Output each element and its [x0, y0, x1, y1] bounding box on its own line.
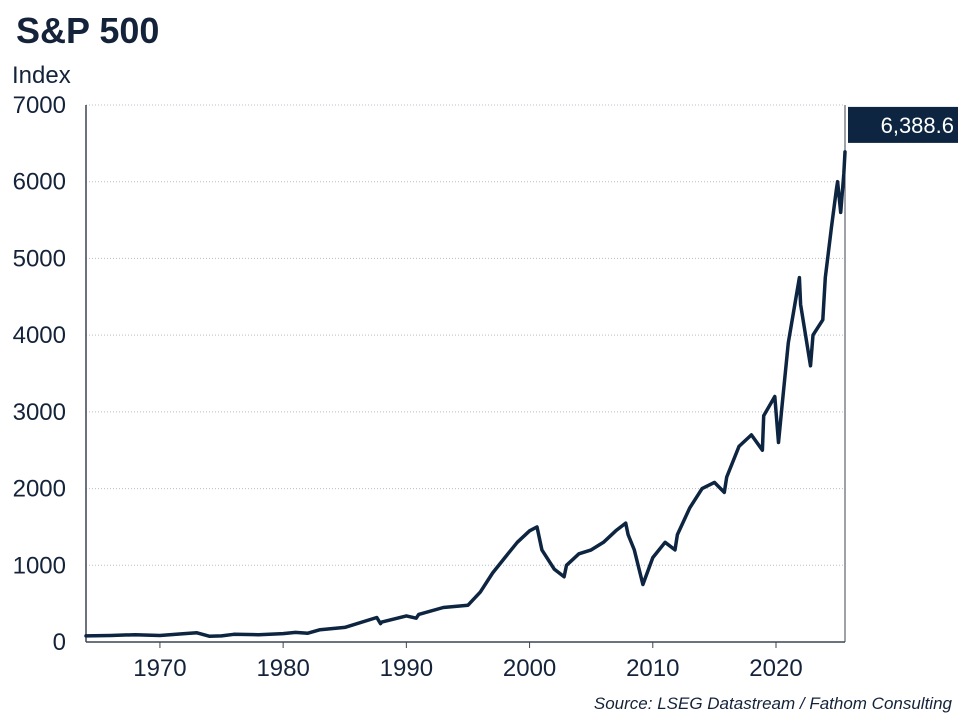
- end-value-label-group: 6,388.6: [848, 106, 958, 143]
- y-tick-label: 0: [53, 629, 66, 656]
- x-tick-label: 2010: [626, 655, 679, 682]
- y-tick-label: 2000: [13, 476, 66, 503]
- y-tick-label: 5000: [13, 245, 66, 272]
- y-tick-label: 1000: [13, 552, 66, 579]
- y-tick-label: 6000: [13, 169, 66, 196]
- y-tick-label: 7000: [13, 92, 66, 119]
- series-line-sp500: [84, 150, 847, 638]
- x-tick-label: 1990: [380, 655, 433, 682]
- x-tick-label: 1980: [256, 655, 309, 682]
- gridlines: [86, 104, 845, 566]
- x-tick-label: 1970: [133, 655, 186, 682]
- y-axis-ticks: 0 1000 2000 3000 4000 5000 6000 7000: [13, 92, 66, 656]
- y-axis-label: Index: [12, 62, 71, 89]
- x-tick-label: 2020: [749, 655, 802, 682]
- chart-title: S&P 500: [16, 10, 160, 51]
- axes: [85, 105, 846, 643]
- end-value-box: [848, 106, 958, 143]
- series-group: [84, 150, 847, 638]
- y-tick-label: 3000: [13, 399, 66, 426]
- y-tick-label: 4000: [13, 322, 66, 349]
- end-value-label: 6,388.6: [881, 113, 954, 138]
- x-tick-label: 2000: [503, 655, 556, 682]
- source-note: Source: LSEG Datastream / Fathom Consult…: [593, 694, 952, 713]
- x-axis-ticks: 1970 1980 1990 2000 2010 2020: [133, 642, 803, 682]
